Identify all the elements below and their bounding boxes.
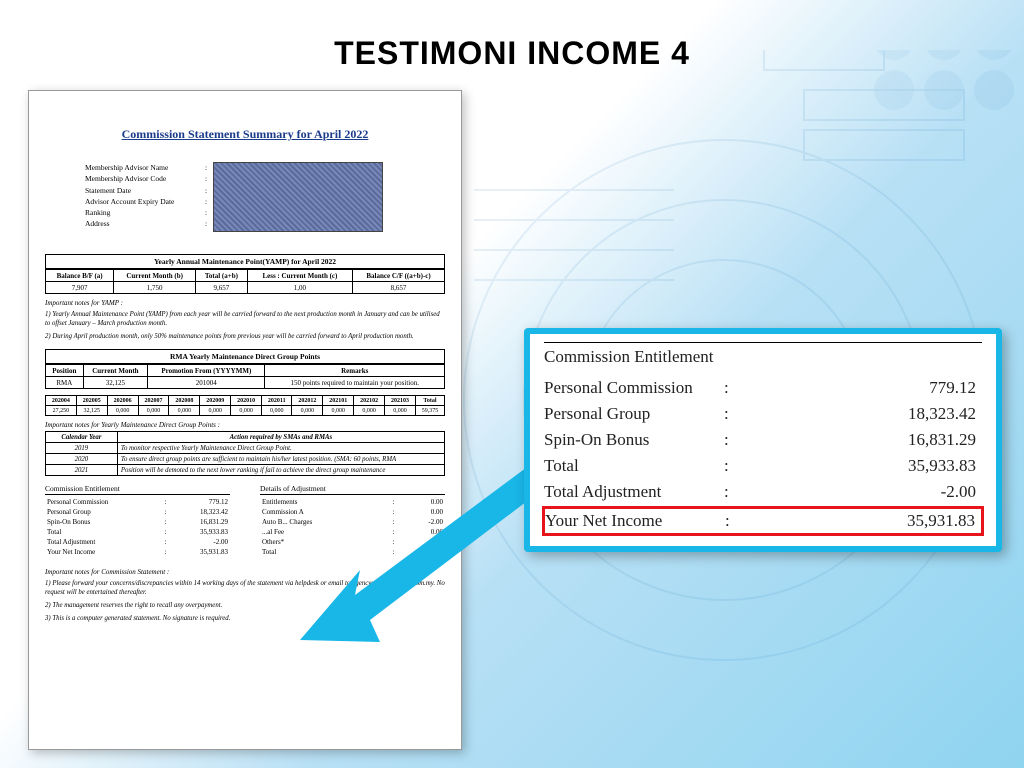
- page-title: TESTIMONI INCOME 4: [0, 0, 1024, 72]
- callout-box: Commission Entitlement Personal Commissi…: [524, 328, 1002, 552]
- doc-title: Commission Statement Summary for April 2…: [45, 127, 445, 142]
- callout-row: Your Net Income:35,931.83: [542, 506, 984, 536]
- monthly-table: 2020042020052020062020072020082020092020…: [45, 395, 445, 416]
- yamp-table: Balance B/F (a)Current Month (b)Total (a…: [45, 269, 445, 294]
- rma-table: PositionCurrent MonthPromotion From (YYY…: [45, 364, 445, 389]
- redacted-info: [213, 162, 383, 232]
- yamp-section-title: Yearly Annual Maintenance Point(YAMP) fo…: [45, 254, 445, 269]
- callout-row: Personal Group:18,323.42: [544, 401, 982, 427]
- callout-row: Total:35,933.83: [544, 453, 982, 479]
- callout-row: Spin-On Bonus:16,831.29: [544, 427, 982, 453]
- callout-title: Commission Entitlement: [544, 347, 982, 367]
- entitlement-block: Commission Entitlement Personal Commissi…: [45, 484, 230, 557]
- notes-yamp-head: Important notes for YAMP :: [45, 299, 445, 307]
- callout-row: Total Adjustment:-2.00: [544, 479, 982, 505]
- rma-section-title: RMA Yearly Maintenance Direct Group Poin…: [45, 349, 445, 364]
- callout-row: Personal Commission:779.12: [544, 375, 982, 401]
- info-block: Membership Advisor NameMembership Adviso…: [85, 162, 405, 232]
